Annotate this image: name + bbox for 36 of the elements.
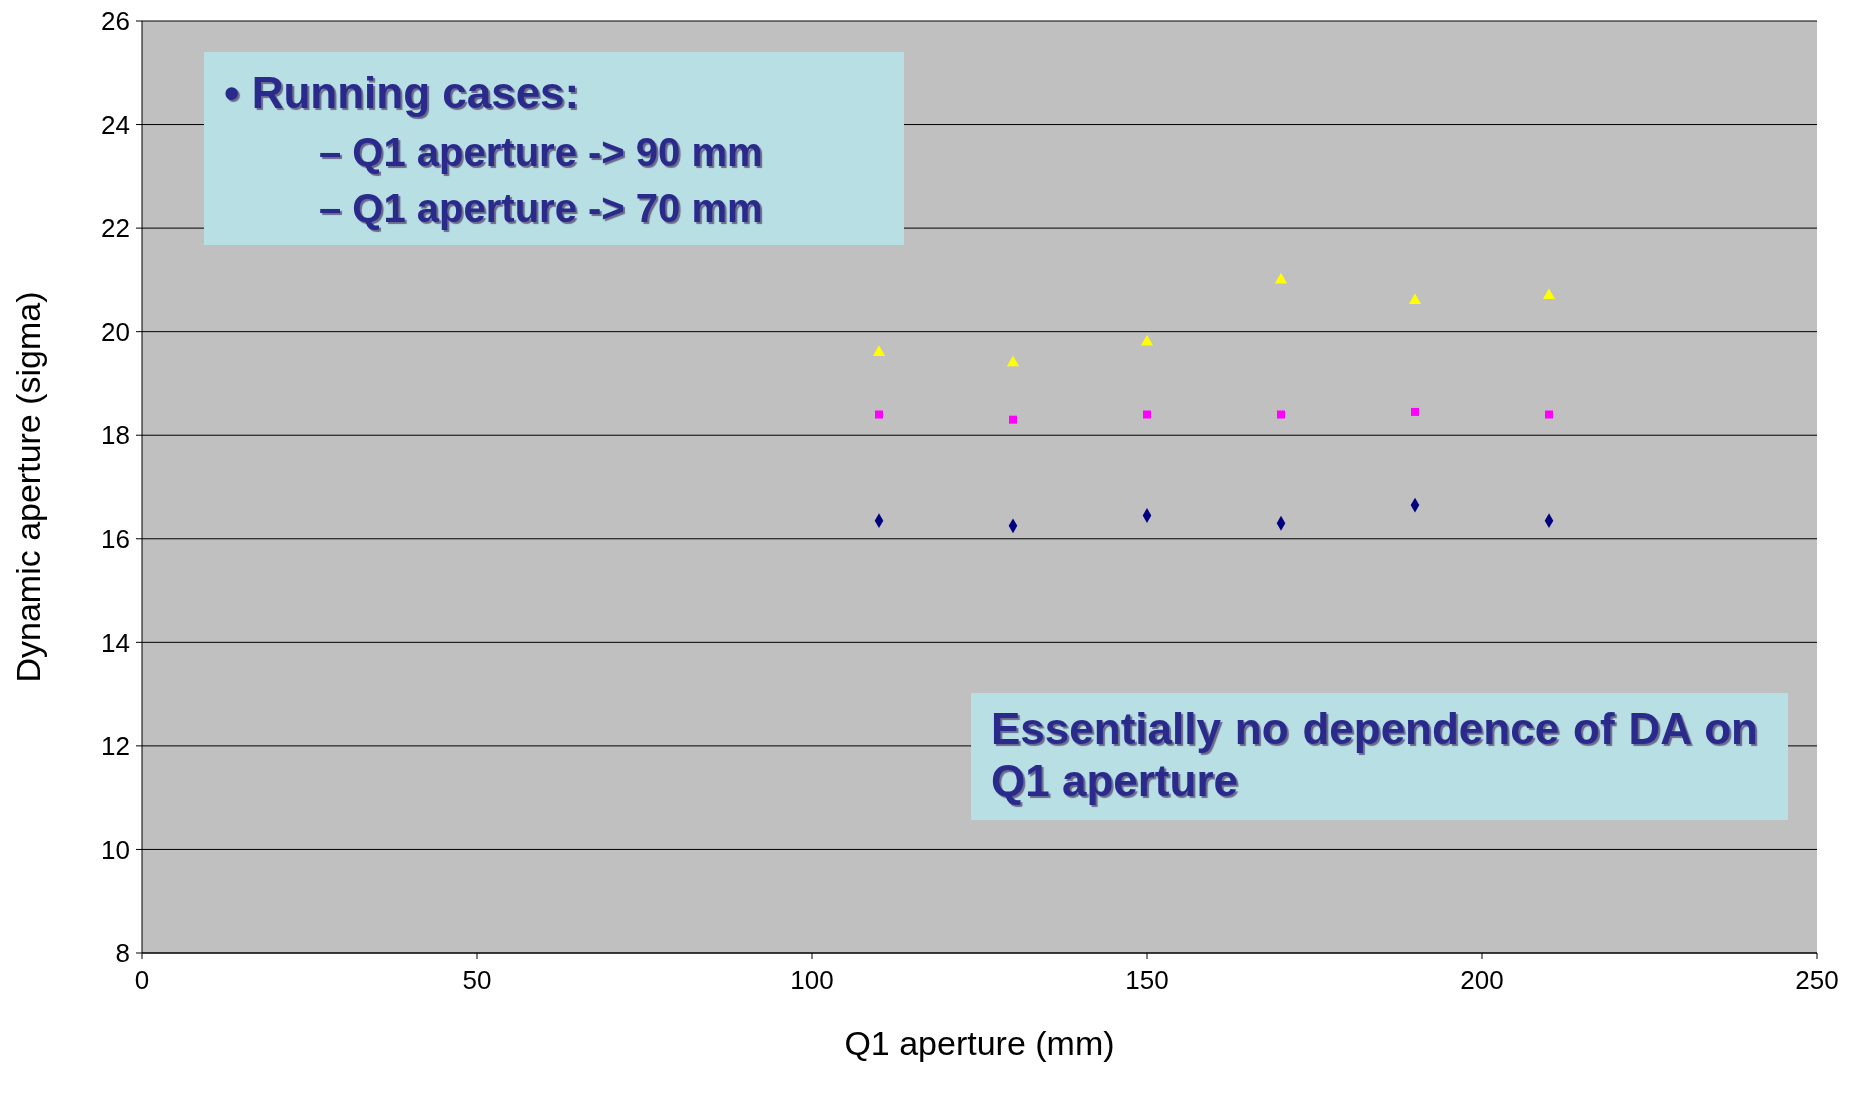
y-tick-label: 26 bbox=[101, 6, 130, 37]
y-tick-label: 24 bbox=[101, 109, 130, 140]
point bbox=[1411, 407, 1419, 416]
point bbox=[1277, 410, 1285, 419]
point bbox=[1143, 410, 1151, 419]
text-box: Essentially no dependence of DA on Q1 aperture bbox=[971, 693, 1788, 820]
y-tick-label: 20 bbox=[101, 316, 130, 347]
x-axis-title: Q1 aperture (mm) bbox=[844, 1024, 1115, 1062]
y-tick-label: 22 bbox=[101, 213, 130, 244]
x-tick-label: 0 bbox=[134, 965, 150, 996]
point bbox=[875, 410, 883, 419]
y-tick-label: 16 bbox=[101, 524, 130, 555]
x-tick-label: 250 bbox=[1795, 965, 1839, 996]
annotation: – Q1 aperture -> 70 mm bbox=[319, 185, 764, 232]
point bbox=[872, 345, 886, 356]
point bbox=[1542, 288, 1556, 299]
annotation: – Q1 aperture -> 90 mm bbox=[319, 129, 764, 176]
point bbox=[1545, 410, 1553, 419]
annotation: Essentially no dependence of DA on Q1 aperture bbox=[991, 703, 1758, 807]
x-tick-label: 100 bbox=[790, 965, 834, 996]
annotation: • Running cases: bbox=[224, 67, 581, 119]
x-tick-label: 200 bbox=[1460, 965, 1504, 996]
y-tick-label: 14 bbox=[101, 627, 130, 658]
y-tick-label: 18 bbox=[101, 420, 130, 451]
point bbox=[1408, 293, 1422, 305]
y-axis-title: Dynamic aperture (sigma) bbox=[9, 291, 48, 683]
y-tick-label: 8 bbox=[115, 938, 130, 969]
point bbox=[1140, 335, 1154, 346]
x-tick-label: 150 bbox=[1125, 965, 1169, 996]
point bbox=[1274, 272, 1288, 284]
x-tick-label: 50 bbox=[462, 965, 492, 996]
text-box: • Running cases: – Q1 aperture -> 90 mm – Q1 aperture -> 70 mm bbox=[204, 52, 904, 245]
y-tick-label: 10 bbox=[101, 834, 130, 865]
y-tick-label: 12 bbox=[101, 731, 130, 762]
point bbox=[1009, 415, 1017, 424]
point bbox=[1006, 355, 1020, 367]
